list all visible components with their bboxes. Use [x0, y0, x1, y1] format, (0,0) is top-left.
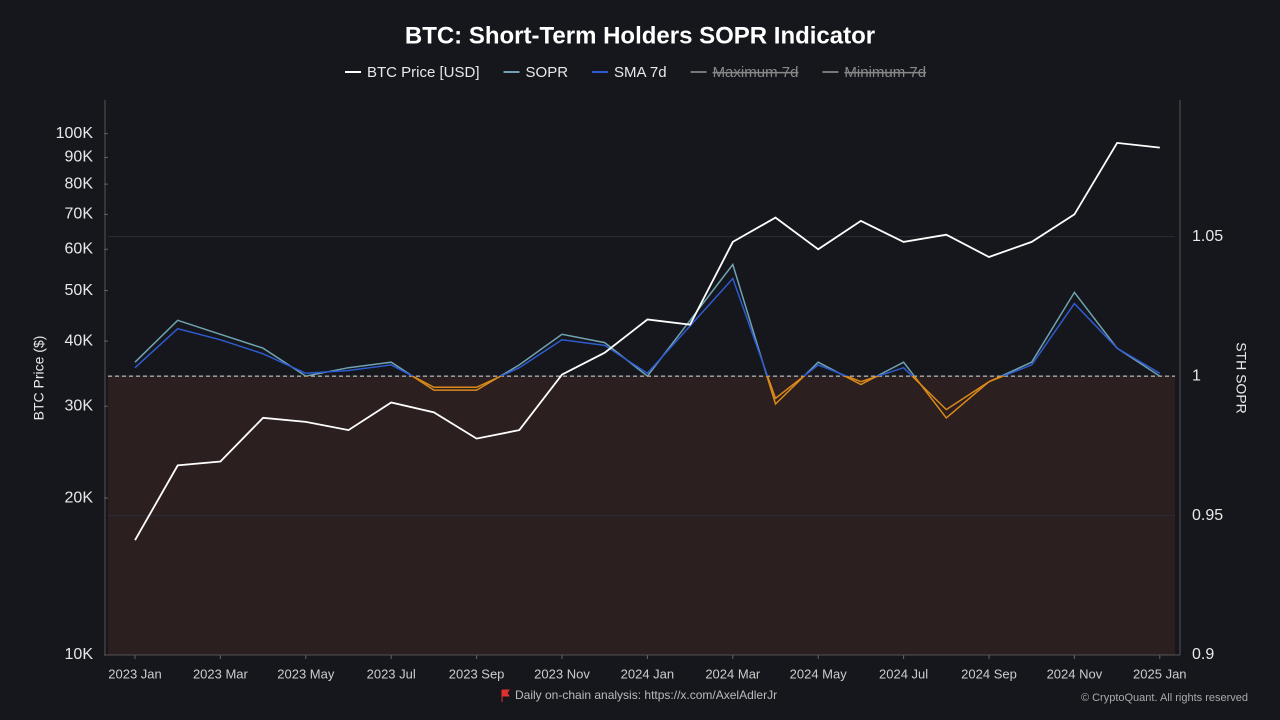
sopr-line-below	[410, 376, 1006, 411]
footnote: Daily on-chain analysis: https://x.com/A…	[515, 688, 777, 702]
y-tick-label: 50K	[65, 282, 94, 299]
y-tick-label: 90K	[65, 149, 94, 166]
copyright: © CryptoQuant. All rights reserved	[1081, 692, 1248, 704]
y-axis-label: BTC Price ($)	[31, 336, 47, 421]
x-tick-label: 2024 Sep	[961, 666, 1017, 681]
sopr-line	[134, 262, 1161, 377]
y2-tick-label: 1.05	[1192, 228, 1223, 245]
y2-tick-label: 0.9	[1192, 646, 1214, 663]
x-tick-label: 2024 Mar	[705, 666, 761, 681]
y2-tick-label: 1	[1192, 367, 1201, 384]
x-tick-label: 2023 Jan	[108, 666, 162, 681]
y2-axis-label: STH SOPR	[1233, 342, 1249, 414]
x-tick-label: 2023 Jul	[367, 666, 416, 681]
x-tick-label: 2023 Sep	[449, 666, 505, 681]
legend-label[interactable]: BTC Price [USD]	[367, 64, 480, 81]
legend-label[interactable]: Maximum 7d	[713, 64, 799, 81]
x-tick-label: 2024 Nov	[1047, 666, 1103, 681]
legend-label[interactable]: SOPR	[526, 64, 569, 81]
y-tick-label: 60K	[65, 240, 94, 257]
y-tick-label: 100K	[56, 125, 94, 142]
x-tick-label: 2023 Mar	[193, 666, 249, 681]
y-tick-label: 30K	[65, 397, 94, 414]
x-tick-label: 2024 May	[790, 666, 848, 681]
y-tick-label: 10K	[65, 646, 94, 663]
sopr-line	[134, 277, 1161, 377]
legend-label[interactable]: SMA 7d	[614, 64, 667, 81]
x-tick-label: 2023 Nov	[534, 666, 590, 681]
y-tick-label: 20K	[65, 489, 94, 506]
y2-tick-label: 0.95	[1192, 507, 1223, 524]
y-tick-label: 80K	[65, 175, 94, 192]
price-line	[134, 141, 1160, 541]
legend-label[interactable]: Minimum 7d	[844, 64, 926, 81]
x-tick-label: 2023 May	[277, 666, 335, 681]
chart-title: BTC: Short-Term Holders SOPR Indicator	[405, 22, 875, 49]
x-tick-label: 2024 Jan	[621, 666, 675, 681]
flag-icon	[501, 689, 510, 702]
y-tick-label: 40K	[65, 332, 94, 349]
x-tick-label: 2024 Jul	[879, 666, 928, 681]
x-tick-label: 2025 Jan	[1133, 666, 1187, 681]
y-tick-label: 70K	[65, 206, 94, 223]
